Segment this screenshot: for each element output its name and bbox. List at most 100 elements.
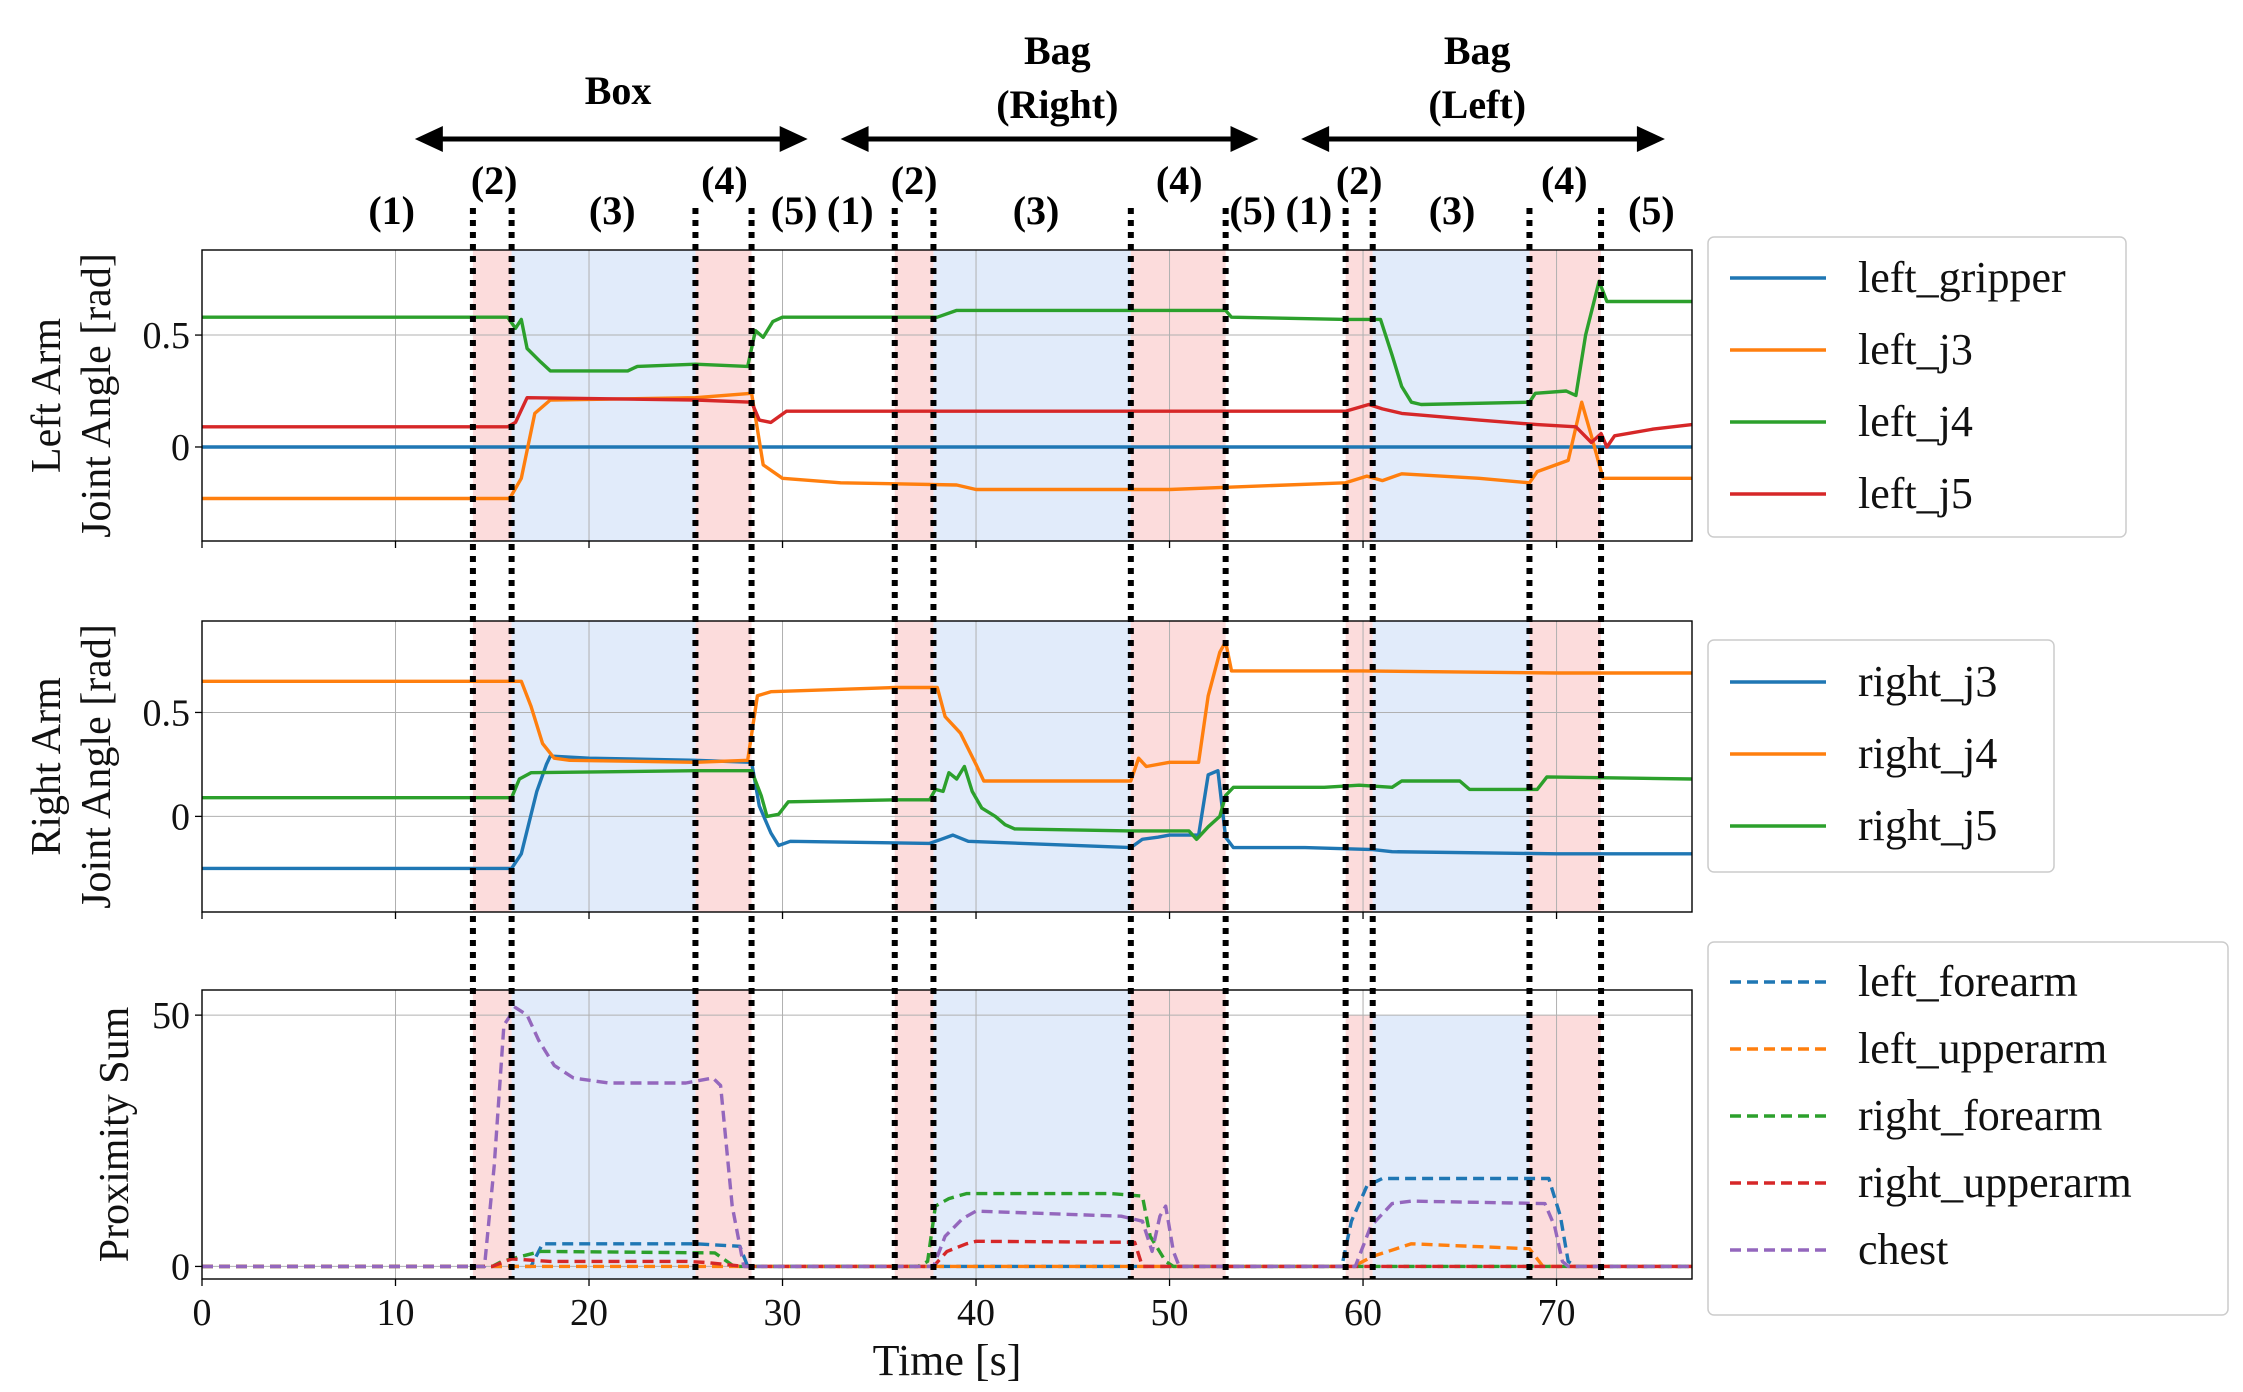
axes-frames-layer [195,249,1693,1286]
y-axis-label-line: Joint Angle [rad] [74,253,120,538]
legend-entry: chest [1858,1225,1948,1274]
phase-boundary-layer [469,208,1605,1279]
legend-entry: left_upperarm [1858,1024,2107,1073]
phase-label: (4) [1156,158,1203,203]
series-line-chest [202,1005,1692,1269]
y-axis-label: Left Arm Joint Angle [rad] [24,253,120,538]
contact-phase-band [695,990,752,1279]
phase-shading-layer [472,250,1602,1279]
contact-phase-band [894,621,934,912]
phase-label: (3) [1429,188,1476,233]
x-tick-label: 60 [1344,1292,1382,1334]
series-line-right-j4 [202,640,1692,783]
phase-label: (1) [1286,188,1333,233]
y-axis-label-line: Joint Angle [rad] [74,624,120,909]
y-tick-label: 0 [171,1246,190,1288]
legend-entry: left_j3 [1858,325,1973,374]
contact-phase-band [1130,990,1226,1279]
series-line-left-forearm [202,1176,1692,1269]
hold-phase-band [511,621,696,912]
contact-phase-band [1345,250,1373,541]
task-label: Bag [1024,28,1091,73]
x-axis-label: Time [s] [873,1336,1022,1385]
legend-box [1707,639,2055,873]
legend-entry: left_j5 [1858,469,1973,518]
task-label: (Right) [996,82,1118,127]
y-tick-label: 0.5 [143,315,191,357]
contact-phase-band [1529,1015,1602,1279]
contact-phase-band [894,990,934,1279]
contact-phase-band [695,621,752,912]
y-axis-label: Right Arm Joint Angle [rad] [24,624,120,909]
contact-phase-band [472,621,512,912]
legend-entry: left_forearm [1858,957,2078,1006]
x-tick-label: 10 [377,1292,415,1334]
contact-phase-band [1529,250,1602,541]
x-tick-label: 30 [764,1292,802,1334]
legend-layer: left_gripper left_j3 left_j4 left_j5 right_j… [1707,236,2229,1316]
phase-label: (1) [368,188,415,233]
x-tick-label: 40 [957,1292,995,1334]
y-tick-label: 0 [171,796,190,838]
axes-frame [201,620,1693,913]
arrowhead-right-icon [1636,126,1665,152]
arrowhead-left-icon [414,126,443,152]
phase-label: (5) [1229,188,1276,233]
legend-entry: right_j4 [1858,729,1997,778]
legend-entry: right_j3 [1858,657,1997,706]
contact-phase-band [472,250,512,541]
hold-phase-band [1372,621,1530,912]
phase-label: (1) [827,188,874,233]
x-tick-label: 0 [193,1292,212,1334]
series-line-right-j5 [202,764,1693,841]
legend-entry: left_j4 [1858,397,1973,446]
legend-box [1707,236,2127,538]
series-line-right-j3 [202,754,1692,871]
legend-box [1707,941,2229,1316]
phase-label: (5) [1628,188,1675,233]
phase-label: (2) [471,158,518,203]
x-tick-label: 50 [1151,1292,1189,1334]
y-axis-label-line: Proximity Sum [92,1006,138,1262]
hold-phase-band [1372,250,1530,541]
contact-phase-band [1529,621,1602,912]
legend-entry: left_gripper [1858,253,2066,302]
phase-label: (4) [701,158,748,203]
x-tick-label: 20 [570,1292,608,1334]
series-line-left-upperarm [202,1242,1692,1269]
arrowhead-left-icon [1301,126,1330,152]
task-label: (Left) [1428,82,1526,127]
series-line-right-upperarm [202,1239,1692,1269]
phase-label: (2) [1336,158,1383,203]
series-layer [202,279,1693,1269]
legend-entry: right_upperarm [1858,1158,2132,1207]
contact-phase-band [894,250,934,541]
phase-label: (2) [891,158,938,203]
contact-phase-band [1345,621,1373,912]
axes-frame [201,989,1693,1280]
hold-phase-band [933,250,1131,541]
phase-label: (3) [589,188,636,233]
task-label: Bag [1444,28,1511,73]
phase-label: (5) [771,188,818,233]
contact-phase-band [1345,1015,1373,1279]
contact-phase-band [1130,250,1226,541]
x-tick-label: 70 [1538,1292,1576,1334]
arrowhead-right-icon [1230,126,1259,152]
legend-entry: right_j5 [1858,801,1997,850]
hold-phase-band [511,990,696,1279]
phase-label: (3) [1013,188,1060,233]
hold-phase-band [511,250,696,541]
y-tick-label: 0 [171,427,190,469]
y-tick-label: 0.5 [143,692,191,734]
hold-phase-band [933,990,1131,1279]
y-axis-label-line: Left Arm [24,318,70,473]
series-line-left-j4 [202,279,1692,407]
arrowhead-left-icon [840,126,869,152]
y-axis-label: Proximity Sum [92,1006,138,1262]
task-label: Box [585,68,652,113]
phase-label: (4) [1541,158,1588,203]
hold-phase-band [933,621,1131,912]
